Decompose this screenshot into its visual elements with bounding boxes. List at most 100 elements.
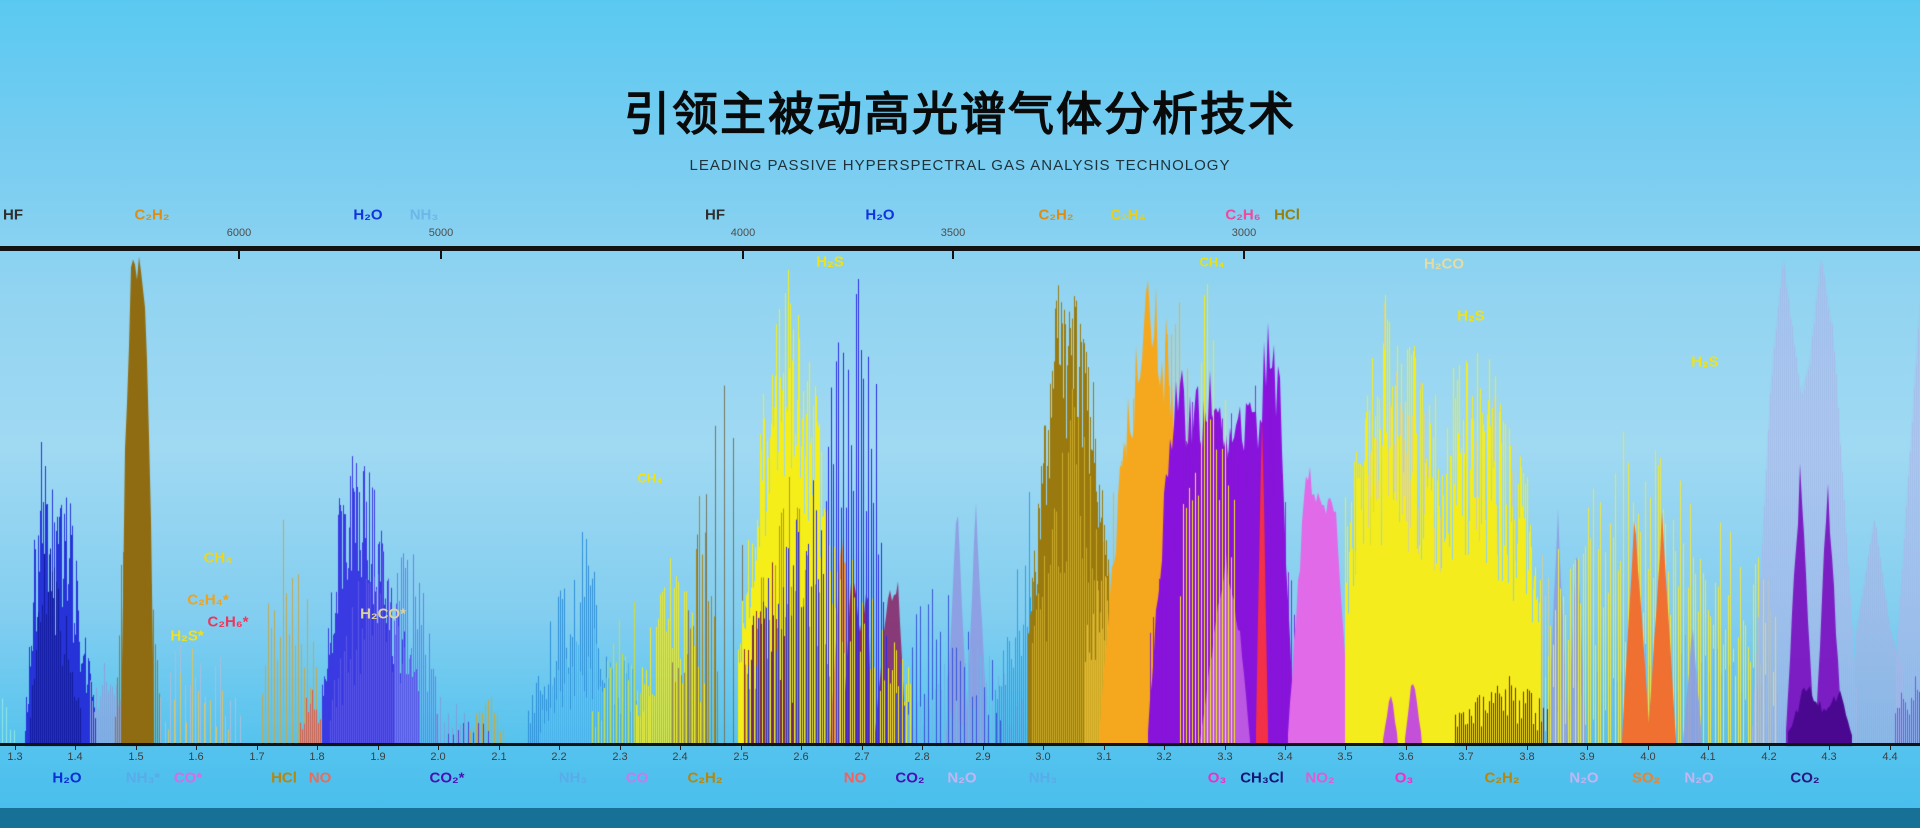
- bottom-tick-mark: [1345, 746, 1346, 750]
- wavelength-label: 3.1: [1096, 751, 1112, 763]
- wavelength-label: 4.0: [1640, 751, 1656, 763]
- wavelength-label: 3.3: [1217, 751, 1233, 763]
- bottom-gas-label: N₂O: [947, 769, 977, 787]
- bottom-tick-mark: [317, 746, 318, 750]
- wavelength-label: 1.9: [370, 751, 386, 763]
- wavenumber-label: 3000: [1231, 227, 1257, 239]
- wavelength-label: 3.0: [1035, 751, 1051, 763]
- wavelength-label: 3.7: [1458, 751, 1474, 763]
- top-tick-mark: [742, 251, 744, 259]
- bottom-gas-label: SO₂: [1631, 769, 1661, 787]
- bottom-gas-label: N₂O: [1569, 769, 1599, 787]
- wavelength-label: 3.9: [1579, 751, 1595, 763]
- wavelength-label: 3.5: [1337, 751, 1353, 763]
- top-gas-label: C₂H₂: [1038, 206, 1074, 224]
- bottom-tick-mark: [1527, 746, 1528, 750]
- wavenumber-label: 4000: [730, 227, 756, 239]
- bottom-tick-mark: [983, 746, 984, 750]
- bottom-wavelength-axis-line: [0, 743, 1920, 746]
- bottom-tick-mark: [15, 746, 16, 750]
- bottom-gas-label: NH₃: [1028, 769, 1058, 787]
- bottom-gas-label: CO₂*: [429, 769, 465, 787]
- wavelength-label: 2.1: [491, 751, 507, 763]
- top-tick-mark: [952, 251, 954, 259]
- wavelength-label: 2.4: [672, 751, 688, 763]
- bottom-tick-mark: [741, 746, 742, 750]
- wavenumber-label: 6000: [226, 227, 252, 239]
- bottom-tick-mark: [1890, 746, 1891, 750]
- chart-gas-label: H₂S: [816, 253, 844, 271]
- top-gas-label: NH₃: [409, 206, 439, 224]
- bottom-gas-label: C₂H₂: [1484, 769, 1520, 787]
- page-subtitle: LEADING PASSIVE HYPERSPECTRAL GAS ANALYS…: [689, 157, 1231, 174]
- wavelength-label: 4.3: [1821, 751, 1837, 763]
- top-gas-label: C₂H₆: [1225, 206, 1261, 224]
- bottom-gas-label: CO₂: [1790, 769, 1820, 787]
- wavenumber-label: 3500: [940, 227, 966, 239]
- top-wavenumber-axis-line: [0, 246, 1920, 251]
- bottom-gas-label: CO*: [173, 769, 203, 787]
- bottom-gas-label: HCl: [271, 769, 297, 787]
- top-gas-label: HCl: [1274, 206, 1300, 224]
- bottom-tick-mark: [136, 746, 137, 750]
- wavelength-label: 2.2: [551, 751, 567, 763]
- bottom-tick-mark: [801, 746, 802, 750]
- wavelength-label: 4.4: [1882, 751, 1898, 763]
- top-gas-label: H₂O: [353, 206, 383, 224]
- bottom-tick-mark: [1285, 746, 1286, 750]
- wavelength-label: 3.6: [1398, 751, 1414, 763]
- wavelength-label: 1.7: [249, 751, 265, 763]
- top-gas-label: C₂H₄: [1110, 206, 1146, 224]
- wavelength-label: 2.3: [612, 751, 628, 763]
- bottom-gas-label: NO₂: [1305, 769, 1335, 787]
- wavelength-label: 1.5: [128, 751, 144, 763]
- bottom-tick-mark: [559, 746, 560, 750]
- bottom-tick-mark: [1406, 746, 1407, 750]
- bottom-gas-label: H₂O: [52, 769, 82, 787]
- bottom-tick-mark: [378, 746, 379, 750]
- bottom-tick-mark: [1225, 746, 1226, 750]
- bottom-gas-label: CO₂: [895, 769, 925, 787]
- bottom-tick-mark: [922, 746, 923, 750]
- bottom-tick-mark: [1043, 746, 1044, 750]
- bottom-tick-mark: [257, 746, 258, 750]
- bottom-tick-mark: [438, 746, 439, 750]
- bottom-tick-mark: [1164, 746, 1165, 750]
- wavelength-label: 2.7: [854, 751, 870, 763]
- wavelength-label: 2.9: [975, 751, 991, 763]
- chart-gas-label: CH₄: [203, 549, 233, 567]
- wavelength-label: 2.6: [793, 751, 809, 763]
- bottom-gas-label: NH₃*: [125, 769, 161, 787]
- top-gas-label: H₂O: [865, 206, 895, 224]
- wavelength-label: 1.8: [309, 751, 325, 763]
- chart-gas-label: C₂H₆*: [207, 613, 249, 631]
- bottom-gas-label: NO: [843, 769, 867, 787]
- top-tick-mark: [440, 251, 442, 259]
- bottom-tick-mark: [1587, 746, 1588, 750]
- top-tick-mark: [238, 251, 240, 259]
- chart-gas-label: C₂H₄*: [187, 591, 229, 609]
- wavelength-label: 3.4: [1277, 751, 1293, 763]
- wavelength-label: 2.8: [914, 751, 930, 763]
- bottom-gas-label: CO: [625, 769, 649, 787]
- bottom-tick-mark: [1466, 746, 1467, 750]
- top-gas-label: C₂H₂: [134, 206, 170, 224]
- wavelength-label: 2.5: [733, 751, 749, 763]
- wavelength-label: 4.1: [1700, 751, 1716, 763]
- bottom-gas-label: O₃: [1207, 769, 1227, 787]
- bottom-gas-label: N₂O: [1684, 769, 1714, 787]
- bottom-tick-mark: [75, 746, 76, 750]
- bottom-tick-mark: [1829, 746, 1830, 750]
- top-gas-label: HF: [705, 206, 725, 224]
- chart-gas-label: H₂S: [1691, 353, 1719, 371]
- wavelength-label: 4.2: [1761, 751, 1777, 763]
- wavelength-label: 1.3: [7, 751, 23, 763]
- bottom-bar: [0, 808, 1920, 828]
- chart-gas-label: CH₄: [1199, 254, 1225, 270]
- wavenumber-label: 5000: [428, 227, 454, 239]
- bottom-tick-mark: [1104, 746, 1105, 750]
- wavelength-label: 2.0: [430, 751, 446, 763]
- bottom-tick-mark: [1769, 746, 1770, 750]
